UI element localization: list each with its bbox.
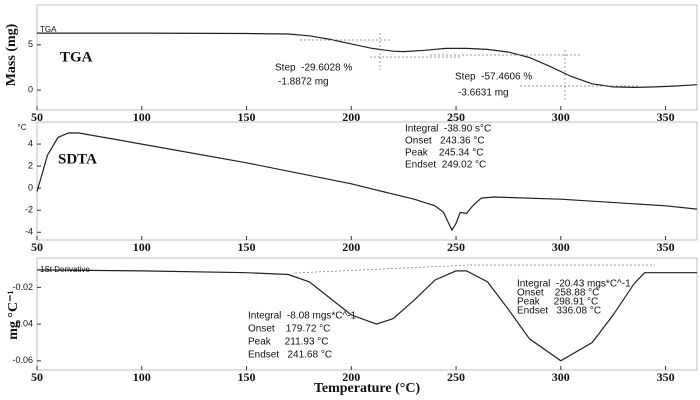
annotation: Peak 245.34 °C — [405, 148, 484, 159]
x-tick-label: 300 — [552, 240, 570, 254]
x-tick-label: 150 — [238, 370, 256, 384]
annotation: Peak 211.93 °C — [248, 337, 329, 348]
y-tick-label: -4 — [25, 227, 33, 237]
annotation: Integral -20.43 mgs*C^-1 — [517, 279, 631, 290]
annotation: Onset 243.36 °C — [405, 136, 485, 147]
x-tick-label: 100 — [133, 370, 151, 384]
annotation: Step -57.4606 % — [455, 72, 532, 83]
annotation: Onset 179.72 °C — [248, 324, 330, 335]
x-tick-label: 200 — [342, 110, 360, 124]
x-tick-label: 350 — [657, 240, 675, 254]
panel-title: TGA — [60, 49, 93, 65]
annotation: Onset 258.88 °C — [517, 288, 599, 299]
y-axis-label: °C — [18, 123, 27, 132]
annotation: Endset 249.02 °C — [405, 160, 486, 171]
x-tick-label: 300 — [552, 110, 570, 124]
x-tick-label: 200 — [342, 240, 360, 254]
x-tick-label: 100 — [133, 110, 151, 124]
y-tick-label: 5 — [28, 39, 33, 49]
data-line — [36, 132, 698, 232]
annotation: Step -29.6028 % — [275, 63, 352, 74]
x-tick-label: 250 — [447, 110, 465, 124]
annotation: Integral -8.08 mgs*C^-1 — [248, 311, 357, 322]
y-tick-label: -0.02 — [12, 282, 33, 292]
data-line — [37, 32, 698, 89]
legend-label: 1St Derivative — [40, 265, 90, 274]
annotation: Peak 298.91 °C — [517, 297, 598, 308]
x-tick-label: 50 — [31, 370, 43, 384]
x-tick-label: 150 — [238, 240, 256, 254]
y-tick-label: 0 — [28, 183, 33, 193]
annotation: Integral -38.90 s°C — [405, 124, 491, 135]
panel-title: SDTA — [58, 151, 97, 167]
guide-line — [294, 264, 471, 274]
annotation: Endset 336.08 °C — [517, 306, 601, 317]
x-tick-label: 350 — [657, 110, 675, 124]
y-tick-label: 0 — [28, 84, 33, 94]
y-tick-label: -0.06 — [12, 355, 33, 365]
x-tick-label: 250 — [447, 370, 465, 384]
plot-frame — [36, 4, 698, 111]
x-tick-label: 50 — [31, 110, 43, 124]
plot-frame — [36, 121, 698, 241]
annotation: Endset 241.68 °C — [248, 350, 332, 361]
x-tick-label: 300 — [552, 370, 570, 384]
data-line — [36, 269, 697, 362]
x-tick-label: 100 — [133, 240, 151, 254]
y-tick-label: -2 — [25, 205, 33, 215]
y-tick-label: 2 — [28, 160, 33, 170]
x-tick-label: 200 — [342, 370, 360, 384]
x-axis-label: Temperature (°C) — [314, 381, 421, 396]
x-tick-label: 50 — [31, 240, 43, 254]
y-tick-label: -0.04 — [12, 318, 33, 328]
legend-label: TGA — [40, 25, 57, 34]
x-tick-label: 350 — [657, 370, 675, 384]
y-tick-label: 4 — [28, 138, 33, 148]
plot-frame — [36, 257, 698, 371]
y-axis-label: mg °C⁻¹ — [6, 290, 21, 339]
x-tick-label: 250 — [447, 240, 465, 254]
annotation: -3.6631 mg — [458, 88, 509, 99]
y-axis-label: Mass (mg) — [4, 23, 19, 86]
x-tick-label: 150 — [238, 110, 256, 124]
annotation: -1.8872 mg — [278, 77, 329, 88]
